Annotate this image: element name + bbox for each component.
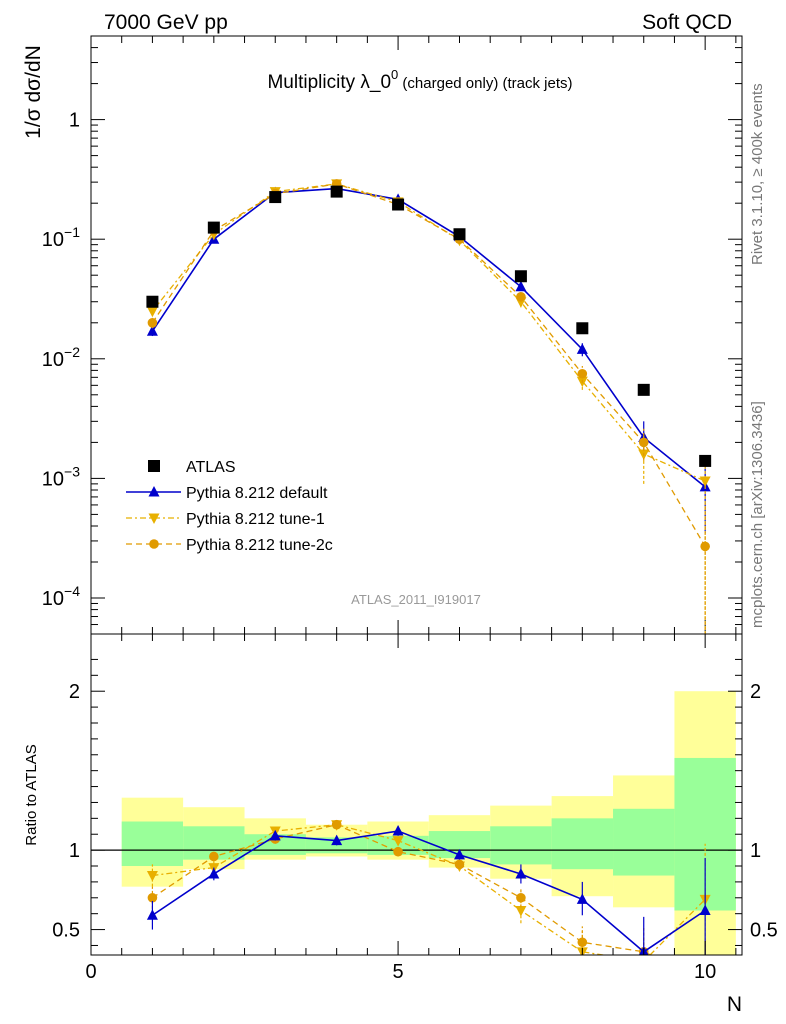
legend: ATLAS Pythia 8.212 default Pythia 8.212 tu… <box>126 459 333 554</box>
bottom-plot-area <box>91 691 742 968</box>
ratio-point-default <box>515 867 527 879</box>
ratio-y-tick-label-left: 0.5 <box>52 920 80 942</box>
ratio-point-tune2c <box>577 937 588 948</box>
ratio-point-tune1 <box>146 871 158 882</box>
point-default <box>515 280 527 292</box>
ratio-line-default <box>151 830 706 953</box>
point-tune1 <box>699 476 711 488</box>
legend-label-default: Pythia 8.212 default <box>186 485 328 502</box>
series-line-tune1 <box>151 183 706 482</box>
x-tick-label: 10 <box>694 961 716 983</box>
ratio-point-tune2c <box>331 819 342 830</box>
point-default <box>146 325 158 336</box>
y-tick-label: 10−3 <box>42 463 80 490</box>
uncertainty-band-inner <box>490 826 552 865</box>
point-atlas <box>576 322 589 335</box>
point-atlas <box>637 383 650 396</box>
point-atlas <box>330 185 343 198</box>
ratio-point-tune2c <box>209 851 219 862</box>
point-atlas <box>392 198 405 211</box>
title-suffix: (charged only) (track jets) <box>398 75 572 92</box>
ratio-point-tune2c <box>454 859 465 870</box>
ratio-y-tick-label-right: 0.5 <box>750 920 778 942</box>
point-default <box>576 343 588 354</box>
point-tune2c <box>638 437 649 448</box>
ratio-point-tune1 <box>638 957 649 968</box>
y-tick-label-mantissa: 10 <box>42 229 64 251</box>
legend-marker-tune1 <box>148 513 160 524</box>
ratio-y-tick-label-left: 2 <box>69 681 80 703</box>
main-panel: 110−110−210−310−4 <box>42 35 743 635</box>
analysis-watermark: ATLAS_2011_I919017 <box>351 592 481 607</box>
y-tick-label-exponent: −1 <box>64 224 80 240</box>
point-tune2c <box>577 368 588 379</box>
y-tick-label-exponent: −2 <box>64 344 80 360</box>
x-tick-label: 0 <box>85 961 96 983</box>
header-left: 7000 GeV pp <box>104 11 228 34</box>
legend-marker-atlas <box>148 460 160 472</box>
y-axis-label-bottom: Ratio to ATLAS <box>23 744 40 845</box>
ratio-point-default <box>331 834 343 846</box>
ratio-point-tune1 <box>515 906 527 917</box>
point-tune2c <box>147 317 158 328</box>
legend-label-tune1: Pythia 8.212 tune-1 <box>186 511 325 528</box>
legend-label-tune2c: Pythia 8.212 tune-2c <box>186 537 333 554</box>
rivet-label: Rivet 3.1.10, ≥ 400k events <box>749 83 766 265</box>
ratio-point-tune2c <box>393 846 403 857</box>
ratio-point-default <box>699 904 711 916</box>
x-tick-label: 5 <box>393 961 404 983</box>
point-atlas <box>269 191 282 204</box>
point-atlas <box>146 295 159 308</box>
chart-title: Multiplicity λ_00 (charged only) (track … <box>267 67 572 93</box>
point-atlas <box>453 228 466 241</box>
title-main: Multiplicity λ_0 <box>267 72 391 93</box>
y-tick-label-exponent: −4 <box>64 583 80 599</box>
legend-marker-default <box>148 486 160 497</box>
ratio-point-default <box>269 829 281 841</box>
ratio-point-tune2c <box>147 892 158 903</box>
point-tune2c <box>516 291 526 302</box>
legend-label-atlas: ATLAS <box>186 459 236 476</box>
series-line-tune2c <box>151 183 706 547</box>
y-tick-label: 1 <box>69 110 80 132</box>
ratio-point-tune2c <box>516 892 526 903</box>
top-plot-area <box>146 179 712 634</box>
ratio-point-tune1 <box>392 836 404 847</box>
uncertainty-band-inner <box>551 818 614 870</box>
y-tick-label: 10−4 <box>42 583 80 610</box>
point-tune2c <box>700 541 710 552</box>
ratio-point-default <box>208 867 220 879</box>
uncertainty-band-inner <box>613 808 675 876</box>
header-right: Soft QCD <box>642 11 732 34</box>
ratio-point-default <box>576 893 588 904</box>
point-atlas <box>699 454 712 467</box>
mcplots-label: mcplots.cern.ch [arXiv:1306.3436] <box>749 401 766 628</box>
ratio-panel: 0.5 0.5 1 1 2 2 0 5 10 <box>52 633 778 983</box>
ratio-point-default <box>392 825 404 836</box>
point-atlas <box>207 221 220 234</box>
point-tune1 <box>146 306 158 318</box>
ratio-y-tick-label-right: 2 <box>750 681 761 703</box>
ratio-y-tick-label-left: 1 <box>69 840 80 862</box>
series-line-default <box>151 187 706 488</box>
y-tick-label-exponent: −3 <box>64 463 80 479</box>
y-tick-label-mantissa: 10 <box>42 468 64 490</box>
title-superscript: 0 <box>391 67 398 82</box>
y-tick-label: 10−1 <box>42 224 80 251</box>
point-atlas <box>514 270 527 283</box>
uncertainty-band-inner <box>121 821 184 867</box>
ratio-point-default <box>146 909 158 920</box>
y-tick-label: 10−2 <box>42 344 80 371</box>
legend-marker-tune2c <box>149 539 159 549</box>
x-axis-label: N <box>727 993 742 1016</box>
y-tick-label-mantissa: 10 <box>42 349 64 371</box>
ratio-point-default <box>453 848 465 860</box>
y-tick-label-mantissa: 10 <box>42 588 64 610</box>
ratio-y-tick-label-right: 1 <box>750 840 761 862</box>
ratio-line-tune2c <box>152 824 653 955</box>
bottom-frame <box>90 633 743 956</box>
y-axis-label-top: 1/σ dσ/dN <box>22 45 45 139</box>
